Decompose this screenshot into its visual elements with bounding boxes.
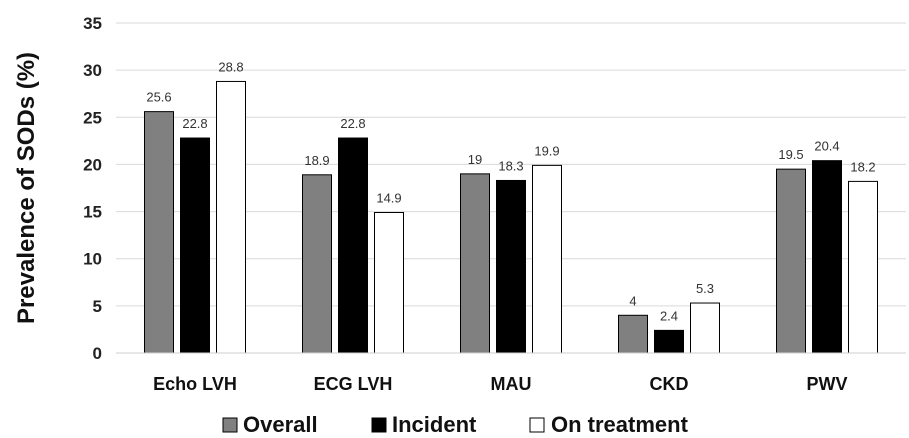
bar-incident xyxy=(180,137,210,354)
bar-overall xyxy=(776,168,806,354)
data-labels: 25.6 22.8 28.8 18.9 22.8 14.9 19 18.3 19.9 4 2.4 5.… xyxy=(146,59,875,323)
bar-incident xyxy=(654,329,684,354)
category-label: PWV xyxy=(806,374,847,394)
bar-on-treatment xyxy=(690,302,720,354)
category-label: CKD xyxy=(650,374,689,394)
data-label: 19 xyxy=(468,152,482,167)
y-tick-label: 35 xyxy=(83,14,102,33)
bar-incident xyxy=(812,160,842,354)
legend: Overall Incident On treatment xyxy=(222,412,689,437)
legend-label: On treatment xyxy=(551,412,689,437)
data-label: 18.3 xyxy=(498,158,523,173)
bars xyxy=(144,80,878,354)
y-tick-label: 15 xyxy=(83,203,102,222)
legend-swatch xyxy=(529,417,545,433)
bar-incident xyxy=(338,137,368,354)
data-label: 20.4 xyxy=(814,139,839,154)
legend-label: Overall xyxy=(243,412,318,437)
data-label: 4 xyxy=(629,293,636,308)
legend-swatch xyxy=(222,417,238,433)
bar-overall xyxy=(144,111,174,354)
y-tick-label: 5 xyxy=(93,297,102,316)
data-label: 14.9 xyxy=(376,191,401,206)
data-label: 18.9 xyxy=(304,153,329,168)
data-label: 5.3 xyxy=(696,281,714,296)
y-tick-label: 0 xyxy=(93,344,102,363)
bar-on-treatment xyxy=(374,212,404,354)
legend-label: Incident xyxy=(392,412,477,437)
y-axis-label: Prevalence of SODs (%) xyxy=(13,52,40,324)
data-label: 25.6 xyxy=(146,90,171,105)
y-tick-label: 30 xyxy=(83,61,102,80)
data-label: 22.8 xyxy=(182,116,207,131)
y-tick-labels: 0 5 10 15 20 25 30 35 xyxy=(83,14,102,363)
bar-on-treatment xyxy=(216,80,246,354)
category-label: MAU xyxy=(491,374,532,394)
y-tick-label: 20 xyxy=(83,155,102,174)
data-label: 22.8 xyxy=(340,116,365,131)
bar-incident xyxy=(496,179,526,354)
y-tick-label: 10 xyxy=(83,250,102,269)
data-label: 2.4 xyxy=(660,308,678,323)
y-tick-label: 25 xyxy=(83,108,102,127)
category-label: Echo LVH xyxy=(153,374,237,394)
category-labels: Echo LVH ECG LVH MAU CKD PWV xyxy=(153,374,847,394)
bar-overall xyxy=(302,174,332,354)
bar-overall xyxy=(618,314,648,354)
category-label: ECG LVH xyxy=(314,374,393,394)
bar-overall xyxy=(460,173,490,354)
bar-on-treatment xyxy=(532,164,562,354)
data-label: 19.9 xyxy=(534,143,559,158)
legend-swatch xyxy=(371,417,387,433)
data-label: 18.2 xyxy=(850,159,875,174)
data-label: 28.8 xyxy=(218,59,243,74)
bar-on-treatment xyxy=(848,180,878,354)
data-label: 19.5 xyxy=(778,147,803,162)
